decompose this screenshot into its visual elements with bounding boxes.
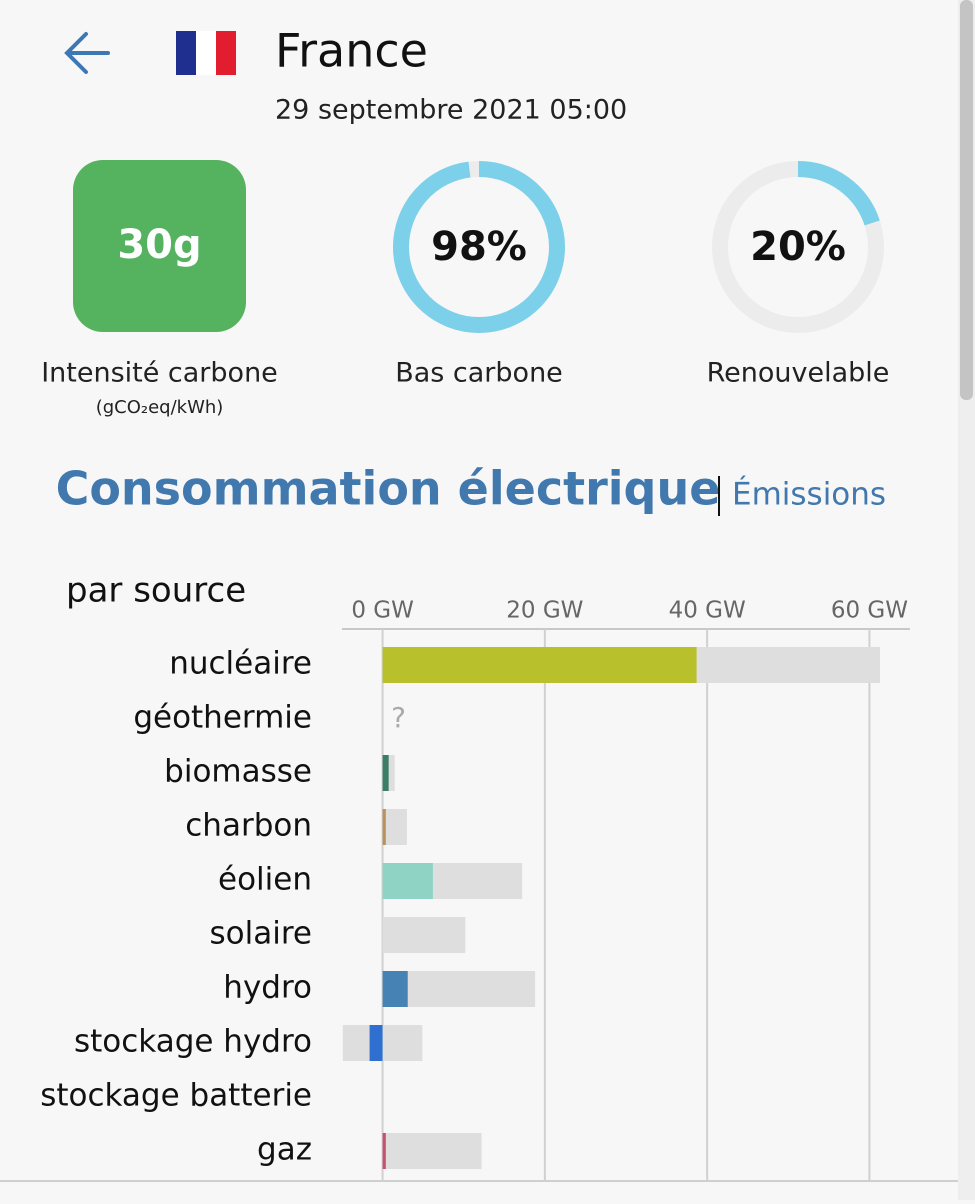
back-button[interactable] <box>64 32 110 74</box>
bar <box>382 755 389 791</box>
kpi-label: Intensité carbone <box>41 358 278 389</box>
kpi-value: 30g <box>117 222 201 268</box>
category-label: solaire <box>210 916 312 952</box>
tab-active[interactable]: Consommation électrique <box>56 462 721 516</box>
kpi-value: 98% <box>431 224 527 270</box>
carbon-intensity-box <box>73 160 246 332</box>
capacity-bar <box>382 917 466 953</box>
bar <box>382 863 433 899</box>
category-label: stockage hydro <box>74 1024 312 1060</box>
ring-arc <box>712 161 884 333</box>
kpi-label: Bas carbone <box>395 358 563 389</box>
bar <box>382 809 386 845</box>
date: 29 septembre 2021 05:00 <box>275 95 627 126</box>
x-tick-label: 60 GW <box>831 598 908 624</box>
kpi-unit: (gCO₂eq/kWh) <box>96 397 224 418</box>
capacity-bar <box>382 809 407 845</box>
country-title: France <box>275 24 428 78</box>
bar <box>382 1133 386 1169</box>
category-label: biomasse <box>164 754 312 790</box>
chart-title: par source <box>66 571 246 611</box>
category-label: éolien <box>218 862 312 898</box>
x-tick-label: 0 GW <box>351 598 414 624</box>
bar <box>369 1025 383 1061</box>
category-label: nucléaire <box>169 646 312 682</box>
capacity-bar <box>382 1133 482 1169</box>
kpi-value: 20% <box>750 224 846 270</box>
flag <box>176 31 236 75</box>
capacity-bar <box>382 971 536 1007</box>
bar <box>382 647 697 683</box>
category-label: hydro <box>223 970 312 1006</box>
category-label: gaz <box>257 1132 312 1168</box>
scrollbar-thumb[interactable] <box>960 0 973 400</box>
kpi-label: Renouvelable <box>707 358 890 389</box>
ring-arc <box>393 161 565 333</box>
category-label: géothermie <box>133 700 312 736</box>
category-label: stockage batterie <box>40 1078 312 1114</box>
category-label: charbon <box>185 808 312 844</box>
value-label: ? <box>391 701 406 734</box>
tab-link[interactable]: Émissions <box>732 477 886 513</box>
x-tick-label: 20 GW <box>506 598 583 624</box>
x-tick-label: 40 GW <box>669 598 746 624</box>
bar <box>382 971 408 1007</box>
